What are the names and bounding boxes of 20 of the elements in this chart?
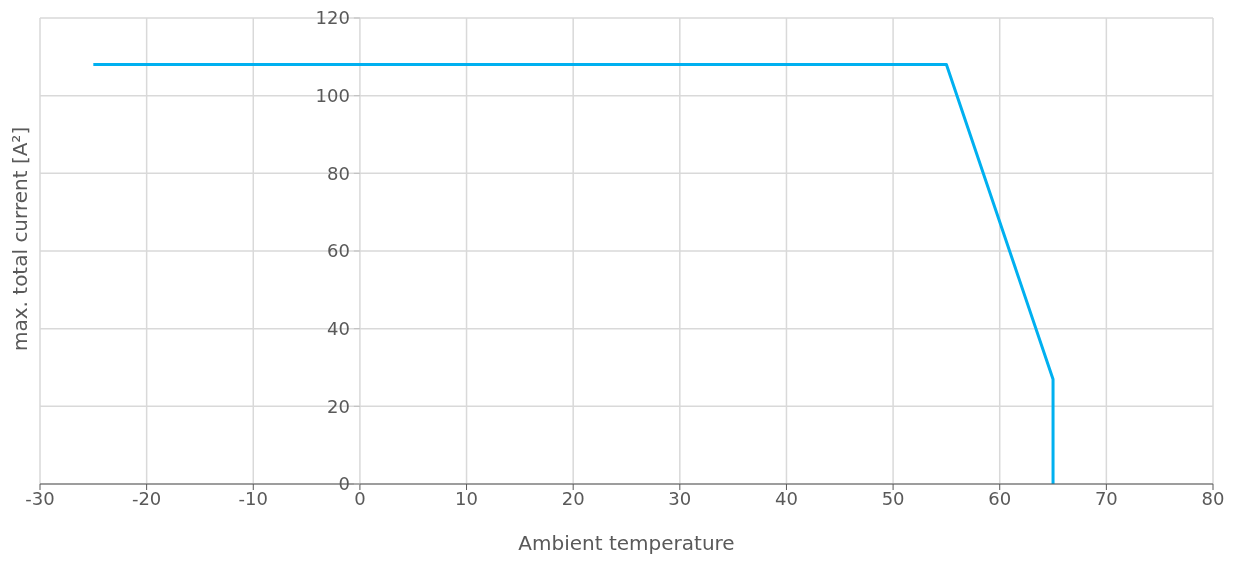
- x-tick-label: 60: [988, 487, 1012, 509]
- y-tick-label: 40: [327, 317, 350, 339]
- x-tick-label: -20: [131, 487, 162, 509]
- y-tick-label: 100: [315, 84, 350, 106]
- y-axis-title: max. total current [A²]: [8, 126, 33, 351]
- x-tick-label: 80: [1201, 487, 1225, 509]
- x-tick-label: 0: [354, 487, 366, 509]
- x-tick-label: 20: [561, 487, 585, 509]
- x-axis-title: Ambient temperature: [518, 531, 735, 555]
- y-tick-label: 20: [327, 395, 350, 417]
- y-tick-label: 80: [327, 162, 350, 184]
- x-tick-label: 40: [775, 487, 798, 509]
- x-tick-label: -10: [238, 487, 268, 509]
- x-tick-label: 70: [1094, 487, 1118, 509]
- y-tick-label: 60: [327, 240, 350, 262]
- y-tick-label: 120: [315, 7, 350, 29]
- x-tick-label: -30: [25, 487, 55, 509]
- x-tick-label: 30: [668, 487, 692, 509]
- x-tick-label: 50: [881, 487, 905, 509]
- x-tick-label: 10: [455, 487, 478, 509]
